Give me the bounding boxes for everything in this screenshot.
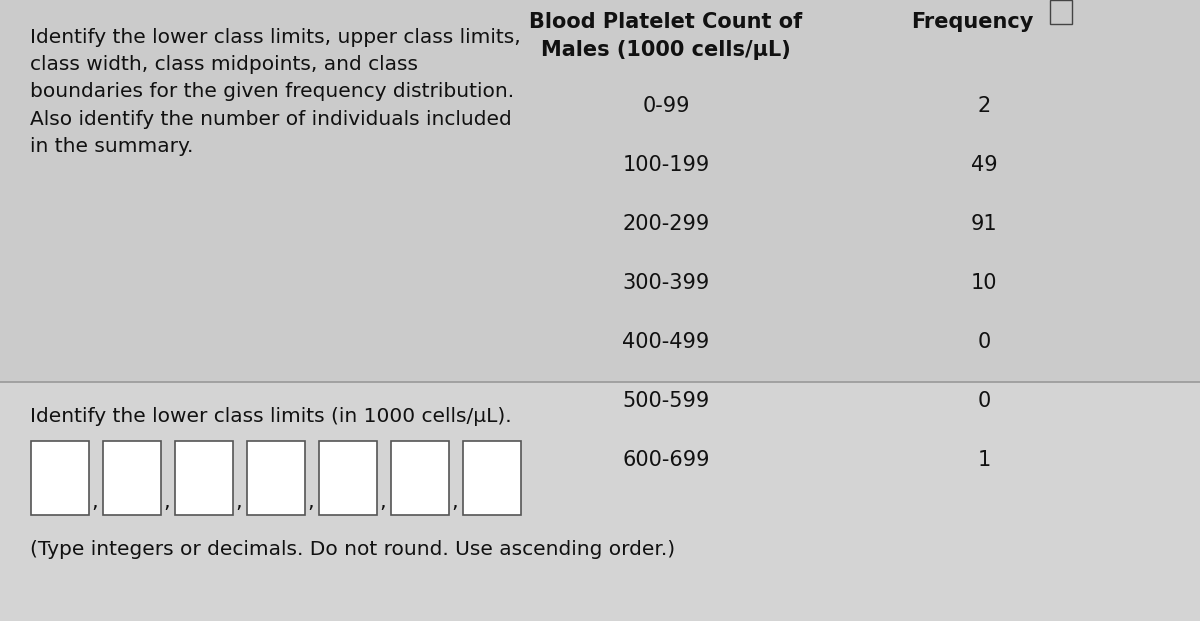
Text: ,: ,: [91, 492, 97, 512]
Text: ,: ,: [307, 492, 313, 512]
Text: Males (1000 cells/μL): Males (1000 cells/μL): [541, 40, 791, 60]
Text: 100-199: 100-199: [623, 155, 709, 175]
Text: 600-699: 600-699: [623, 450, 709, 470]
Bar: [247, 441, 305, 515]
Text: 2: 2: [977, 96, 991, 116]
Text: ,: ,: [235, 492, 241, 512]
Text: ,: ,: [379, 492, 385, 512]
Text: ,: ,: [451, 492, 457, 512]
Text: 91: 91: [971, 214, 997, 234]
Text: Blood Platelet Count of: Blood Platelet Count of: [529, 12, 803, 32]
Text: ,: ,: [163, 492, 169, 512]
Text: Identify the lower class limits, upper class limits,
class width, class midpoint: Identify the lower class limits, upper c…: [30, 28, 521, 156]
Text: Frequency: Frequency: [911, 12, 1033, 32]
Text: 0: 0: [977, 391, 991, 411]
Bar: [1050, 0, 1072, 24]
Bar: [319, 441, 377, 515]
Bar: [391, 441, 449, 515]
Bar: [463, 441, 521, 515]
Bar: [175, 441, 233, 515]
Text: 0: 0: [977, 332, 991, 352]
Text: 200-299: 200-299: [623, 214, 709, 234]
Bar: [31, 441, 89, 515]
Text: 49: 49: [971, 155, 997, 175]
Bar: [0, 382, 1200, 621]
Text: 10: 10: [971, 273, 997, 293]
Text: Identify the lower class limits (in 1000 cells/μL).: Identify the lower class limits (in 1000…: [30, 407, 511, 426]
Bar: [103, 441, 161, 515]
Text: 0-99: 0-99: [642, 96, 690, 116]
Text: 300-399: 300-399: [623, 273, 709, 293]
Bar: [0, 0, 1200, 382]
Text: 500-599: 500-599: [623, 391, 709, 411]
Text: 1: 1: [977, 450, 991, 470]
Text: 400-499: 400-499: [623, 332, 709, 352]
Text: (Type integers or decimals. Do not round. Use ascending order.): (Type integers or decimals. Do not round…: [30, 540, 676, 560]
